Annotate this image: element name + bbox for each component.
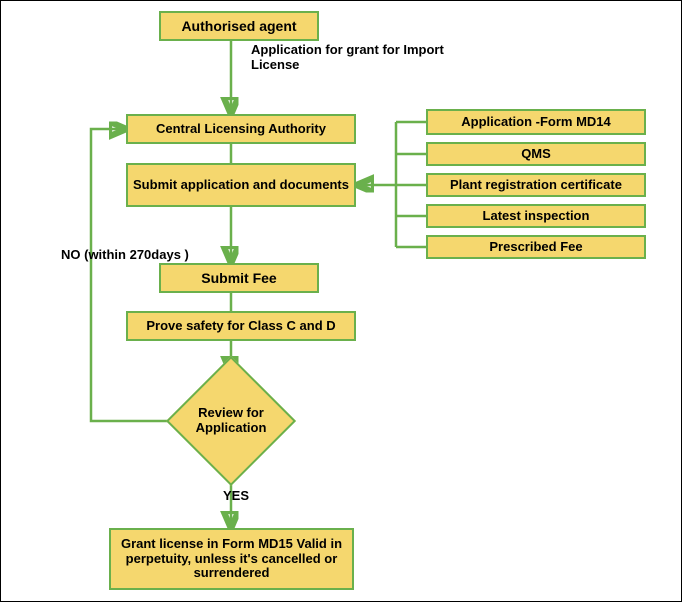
node-review-application: Review for Application <box>185 375 277 467</box>
label-text: Application for grant for Import License <box>251 42 444 72</box>
node-label: Plant registration certificate <box>450 178 622 193</box>
label-application-text: Application for grant for Import License <box>251 43 451 73</box>
node-doc-prescribed-fee: Prescribed Fee <box>426 235 646 259</box>
node-doc-md14: Application -Form MD14 <box>426 109 646 135</box>
node-doc-plant: Plant registration certificate <box>426 173 646 197</box>
node-grant-license: Grant license in Form MD15 Valid in perp… <box>109 528 354 590</box>
node-label: Grant license in Form MD15 Valid in perp… <box>115 537 348 582</box>
flowchart-edges <box>1 1 682 602</box>
node-submit-application: Submit application and documents <box>126 163 356 207</box>
flowchart-canvas: Authorised agent Central Licensing Autho… <box>0 0 682 602</box>
node-label: Authorised agent <box>181 18 296 34</box>
node-central-licensing-authority: Central Licensing Authority <box>126 114 356 144</box>
node-prove-safety: Prove safety for Class C and D <box>126 311 356 341</box>
node-label: Application -Form MD14 <box>461 115 611 130</box>
node-label: QMS <box>521 147 551 162</box>
label-text: YES <box>223 488 249 503</box>
node-label: Central Licensing Authority <box>156 122 326 137</box>
node-authorised-agent: Authorised agent <box>159 11 319 41</box>
node-label: Prove safety for Class C and D <box>146 319 335 334</box>
node-label: Submit Fee <box>201 270 276 286</box>
node-label: Latest inspection <box>483 209 590 224</box>
node-doc-qms: QMS <box>426 142 646 166</box>
label-text: NO (within 270days ) <box>61 247 189 262</box>
label-no-text: NO (within 270days ) <box>61 248 189 263</box>
node-label: Prescribed Fee <box>489 240 582 255</box>
label-yes-text: YES <box>223 489 249 504</box>
node-submit-fee: Submit Fee <box>159 263 319 293</box>
node-doc-inspection: Latest inspection <box>426 204 646 228</box>
node-label: Submit application and documents <box>133 178 349 193</box>
